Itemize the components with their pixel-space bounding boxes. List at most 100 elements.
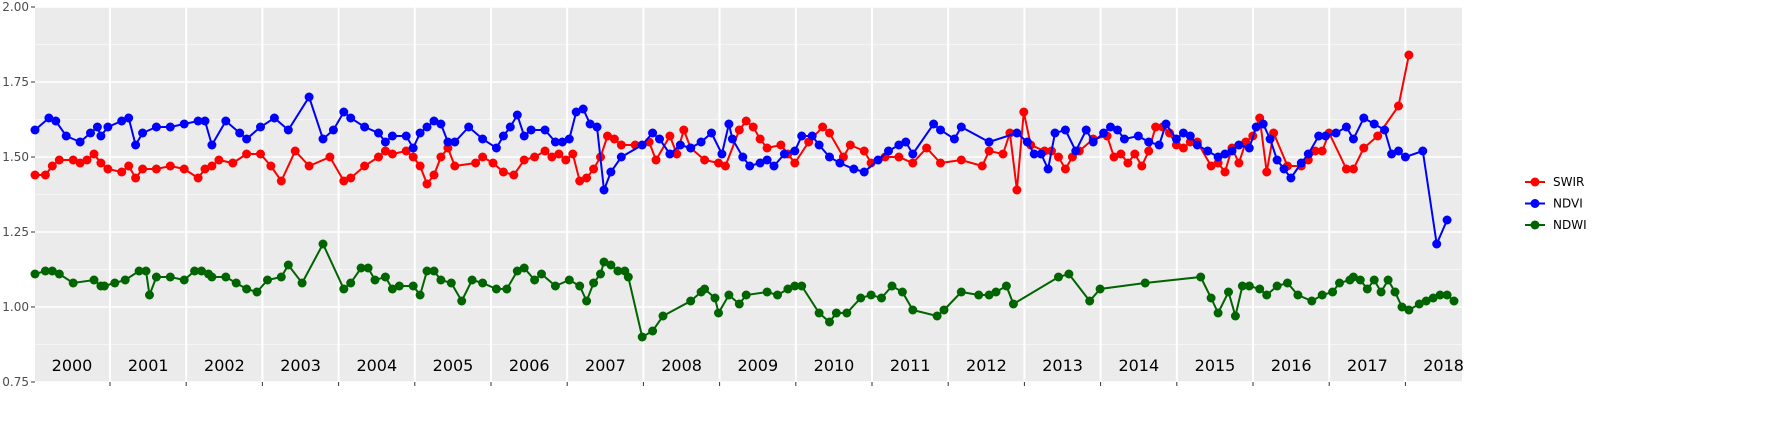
year-label: 2004 [356,356,397,375]
y-tick-label: 1.00 [2,300,29,314]
data-point [818,122,828,132]
data-point [1387,149,1397,159]
data-point [1050,128,1060,138]
data-point [1380,125,1390,135]
data-point [1272,281,1282,291]
data-point [131,173,141,183]
data-point [47,266,57,276]
data-point [1095,284,1105,294]
data-point [478,152,488,162]
data-point [124,113,134,123]
data-point [200,116,210,126]
data-point [1328,287,1338,297]
data-point [1213,152,1223,162]
data-point [276,176,286,186]
data-point [138,128,148,138]
data-point [120,275,130,285]
legend-marker [1530,220,1540,230]
year-label: 2012 [966,356,1007,375]
data-point [1151,122,1161,132]
year-label: 2005 [433,356,474,375]
data-point [582,296,592,306]
data-point [190,266,200,276]
data-point [263,275,272,285]
data-point [616,140,626,150]
year-label: 2001 [128,356,169,375]
data-point [1244,143,1254,153]
data-point [814,140,824,150]
data-point [75,137,85,147]
data-point [557,137,567,147]
data-point [700,155,710,165]
data-point [1262,167,1272,177]
data-point [1123,158,1133,168]
legend-marker [1530,177,1540,187]
data-point [564,275,574,285]
data-point [1362,284,1372,294]
data-point [1130,149,1140,159]
data-point [401,131,411,141]
data-point [1369,119,1379,129]
data-point [1400,152,1410,162]
data-point [457,296,467,306]
data-point [1307,296,1317,306]
data-point [734,299,744,309]
data-point [1314,131,1324,141]
data-point [231,278,241,288]
data-point [131,140,141,150]
y-tick-label: 1.50 [2,150,29,164]
data-point [387,284,397,294]
data-point [616,152,626,162]
data-point [304,161,314,171]
data-point [606,260,616,270]
data-point [450,137,460,147]
data-point [422,122,432,132]
y-axis: 0.75 1.00 1.25 1.50 1.75 2.00 [2,0,35,389]
data-point [1418,146,1428,156]
data-point [103,122,113,132]
data-point [387,149,397,159]
data-point [82,155,92,165]
data-point [1397,302,1407,312]
data-point [530,152,540,162]
data-point [651,155,661,165]
data-point [498,167,508,177]
data-point [1206,161,1216,171]
data-point [790,158,800,168]
data-point [1348,272,1358,282]
data-point [835,158,845,168]
data-point [717,149,727,159]
data-point [207,161,217,171]
data-point [304,92,314,102]
data-point [443,137,453,147]
data-point [797,131,807,141]
data-point [363,263,373,273]
data-point [929,119,939,129]
data-point [585,119,595,129]
legend: SWIR NDVI NDWI [1525,175,1587,232]
year-label: 2003 [280,356,321,375]
data-point [1140,278,1150,288]
data-point [741,290,751,300]
data-point [1432,239,1442,249]
data-point [1088,137,1098,147]
data-point [707,128,716,138]
data-point [922,143,932,153]
data-point [589,278,599,288]
data-point [648,326,658,336]
year-label: 2009 [737,356,778,375]
data-point [283,260,293,270]
y-tick-label: 2.00 [2,0,29,14]
data-point [242,134,252,144]
legend-label: NDVI [1553,197,1583,211]
data-point [89,149,99,159]
data-point [578,104,588,114]
data-point [1144,146,1154,156]
data-point [1019,107,1029,117]
data-point [901,137,911,147]
data-point [613,266,623,276]
data-point [609,134,619,144]
data-point [540,146,550,156]
data-point [370,275,380,285]
